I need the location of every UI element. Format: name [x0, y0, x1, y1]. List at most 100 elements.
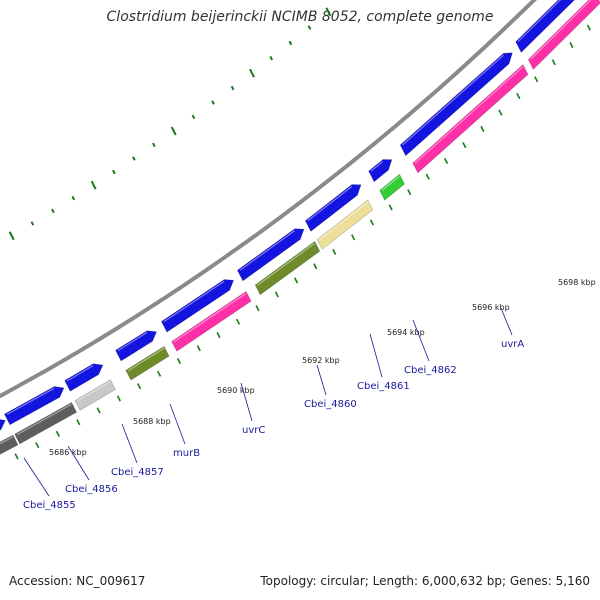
forward-cds-arrow [115, 330, 158, 362]
gc-tick [132, 156, 136, 161]
forward-cds-arrow [237, 228, 305, 282]
forward-cds-arrow [64, 363, 104, 392]
position-tick [76, 419, 81, 426]
gc-tick [112, 169, 116, 175]
reverse-cds-bar [171, 290, 252, 352]
forward-cds-arrow [0, 419, 6, 431]
forward-cds-arrow-highlight [307, 186, 353, 222]
position-tick [274, 291, 279, 298]
position-tick [55, 430, 60, 437]
reverse-cds-bar [316, 199, 374, 250]
position-tick [116, 395, 122, 402]
kbp-tick-label: 5686 kbp [49, 448, 87, 457]
gc-tick [307, 25, 312, 30]
kbp-tick-label: 5694 kbp [387, 328, 425, 337]
position-tick [534, 76, 539, 83]
gc-tick [269, 55, 274, 61]
gene-label: Cbei_4860 [304, 399, 357, 410]
position-tick [407, 189, 412, 196]
forward-cds-arrow-highlight [117, 332, 148, 352]
accession-label: Accession: NC_009617 [9, 574, 146, 588]
position-tick [462, 142, 467, 149]
kbp-tick-label: 5696 kbp [472, 303, 510, 312]
position-tick [35, 442, 40, 449]
gene-label: uvrC [242, 425, 265, 436]
reverse-cds-bar-highlight [77, 381, 111, 402]
gene-label: Cbei_4862 [404, 365, 457, 376]
position-tick [294, 277, 299, 284]
gc-tick [152, 142, 156, 148]
position-tick [332, 248, 337, 255]
kbp-tick-label: 5698 kbp [558, 278, 596, 287]
reverse-cds-bar [527, 0, 600, 70]
forward-cds-arrow-highlight [66, 365, 94, 382]
gene-leader-line [23, 457, 50, 497]
position-tick [388, 204, 393, 211]
topology-label: Topology: circular; Length: 6,000,632 bp… [260, 574, 590, 588]
gc-tick [30, 221, 35, 226]
gc-tick [230, 85, 235, 91]
reverse-cds-bar [0, 434, 19, 455]
gc-tick [211, 100, 215, 105]
gene-leader-line [500, 307, 513, 336]
position-tick [425, 173, 430, 180]
reverse-cds-bar [412, 64, 529, 174]
gene-leader-line [169, 403, 186, 445]
kbp-tick-label: 5692 kbp [302, 356, 340, 365]
kbp-tick-label: 5690 kbp [217, 386, 255, 395]
position-tick [551, 59, 556, 66]
reverse-cds-bar [254, 240, 321, 296]
reverse-cds-bar-highlight [127, 347, 165, 372]
reverse-cds-bar-highlight [173, 292, 247, 343]
reverse-cds-bar [379, 173, 405, 201]
position-tick [136, 383, 142, 390]
genome-backbone [0, 0, 537, 399]
position-tick [156, 370, 162, 377]
gene-leader-line [121, 423, 138, 464]
forward-cds-arrow [368, 159, 393, 183]
position-tick [498, 109, 503, 116]
position-tick [569, 42, 574, 49]
gc-tick [8, 231, 15, 241]
reverse-cds-bar-highlight [319, 201, 369, 241]
reverse-cds-bar-highlight [257, 242, 316, 286]
forward-cds-arrow-highlight [239, 230, 295, 271]
gc-tick [90, 180, 97, 190]
gc-tick [249, 68, 255, 78]
position-tick [480, 125, 485, 132]
reverse-cds-bar [14, 402, 77, 445]
position-tick [14, 453, 19, 460]
position-tick [96, 407, 101, 414]
gene-label: Cbei_4857 [111, 467, 164, 478]
reverse-cds-bar-highlight [414, 66, 524, 164]
reverse-cds-bar [125, 345, 170, 381]
gene-label: Cbei_4861 [357, 381, 410, 392]
forward-cds-arrow-highlight [402, 54, 504, 146]
forward-cds-arrow-highlight [517, 0, 562, 43]
gc-tick [325, 7, 332, 17]
gene-label: Cbei_4856 [65, 484, 118, 495]
forward-cds-arrow [304, 184, 362, 232]
gc-tick [191, 114, 196, 120]
gene-leader-line [67, 445, 90, 481]
gc-tick [51, 208, 55, 214]
gc-tick [71, 195, 76, 201]
forward-cds-arrow [161, 279, 235, 333]
gene-label: murB [173, 448, 200, 459]
reverse-cds-bar-highlight [381, 175, 400, 191]
forward-cds-arrow [399, 52, 513, 157]
position-tick [351, 234, 356, 241]
position-tick [176, 358, 182, 365]
gene-leader-line [240, 382, 253, 422]
gc-tick [170, 126, 177, 136]
position-tick [586, 24, 591, 31]
position-tick [369, 219, 375, 226]
position-tick [255, 305, 260, 312]
reverse-cds-bar-highlight [530, 0, 592, 60]
forward-cds-arrow [515, 0, 575, 53]
reverse-cds-bar [74, 379, 116, 411]
gene-label: uvrA [501, 339, 524, 350]
gene-leader-line [316, 364, 327, 396]
forward-cds-arrow-highlight [370, 160, 384, 172]
